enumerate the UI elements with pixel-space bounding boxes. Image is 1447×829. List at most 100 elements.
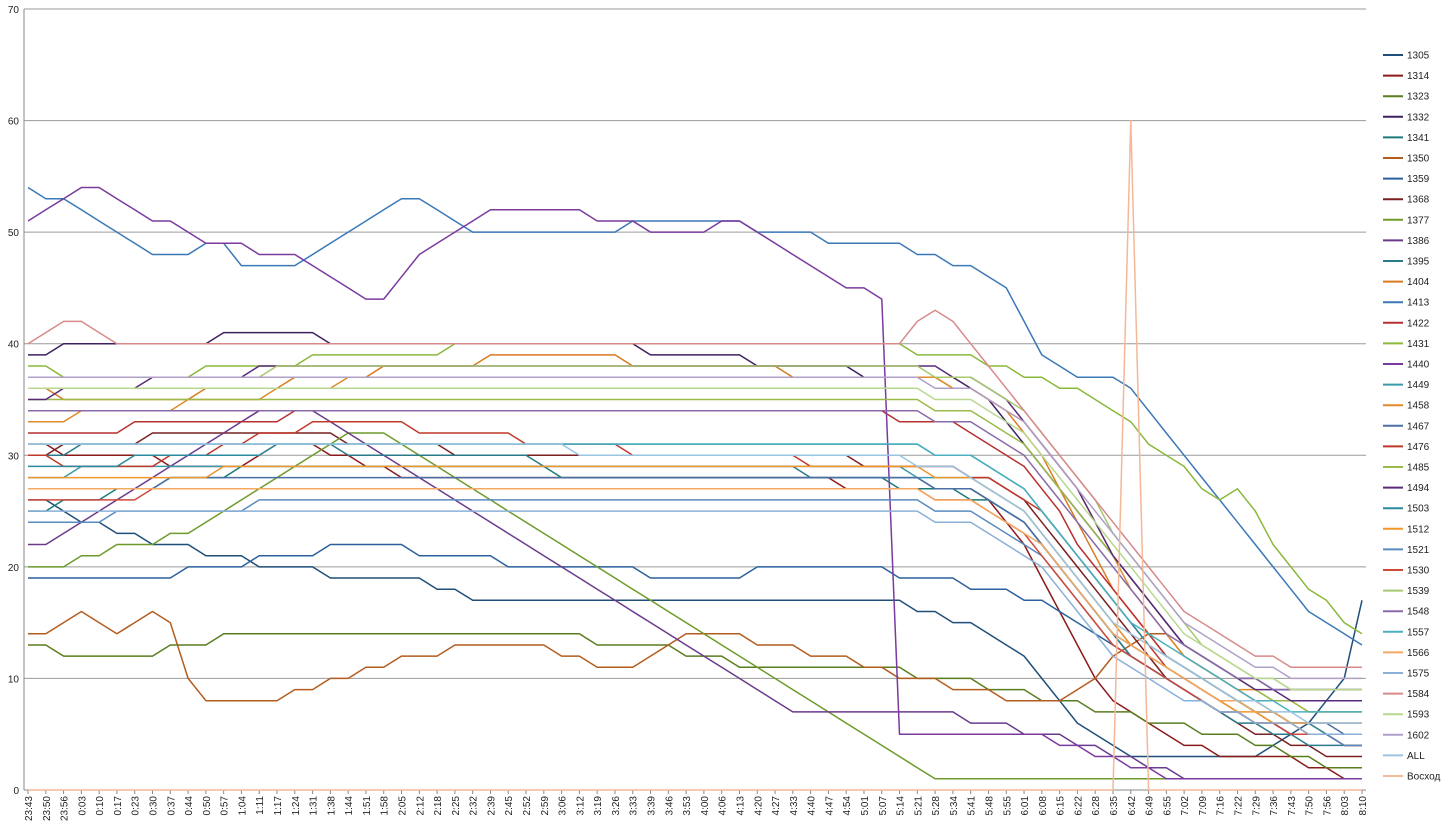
- legend: 1305 1314 1323 1332 1341 1350 1359 1368 1377 1386…: [1383, 51, 1440, 783]
- x-tick-label: 2:45: [504, 796, 515, 816]
- x-tick-label: 6:08: [1038, 796, 1049, 816]
- series-line-1575: [28, 510, 1362, 735]
- x-tick-label: 1:17: [273, 796, 284, 816]
- x-tick-label: 4:13: [735, 796, 746, 816]
- legend-label: 1404: [1407, 277, 1430, 288]
- x-tick-label: 5:48: [984, 796, 995, 816]
- x-tick-label: 0:37: [166, 796, 177, 816]
- legend-label: 1602: [1407, 730, 1430, 741]
- legend-item: 1494: [1383, 483, 1430, 494]
- legend-item: ALL: [1383, 751, 1425, 762]
- legend-item: 1566: [1383, 648, 1430, 659]
- x-tick-label: 1:24: [291, 796, 302, 816]
- series-line-1539: [28, 365, 1362, 691]
- legend-label: 1422: [1407, 318, 1430, 329]
- legend-label: 1413: [1407, 298, 1430, 309]
- y-tick-label: 70: [8, 5, 20, 16]
- series-line-1593: [28, 387, 1362, 691]
- legend-label: 1449: [1407, 380, 1430, 391]
- legend-label: 1440: [1407, 360, 1430, 371]
- x-tick-label: 3:26: [611, 796, 622, 816]
- x-tick-label: 23:43: [24, 796, 35, 821]
- legend-item: Восход: [1383, 772, 1440, 783]
- x-tick-label: 3:53: [682, 796, 693, 816]
- legend-item: 1377: [1383, 215, 1430, 226]
- legend-label: 1467: [1407, 421, 1430, 432]
- legend-label: 1557: [1407, 627, 1430, 638]
- series-line-1548: [28, 409, 1362, 691]
- series-line-1413: [27, 186, 1363, 646]
- x-tick-label: 4:20: [753, 796, 764, 816]
- x-tick-label: 7:50: [1305, 796, 1316, 816]
- series-line-1377: [28, 432, 1362, 780]
- x-tick-label: 4:33: [789, 796, 800, 816]
- x-tick-label: 4:54: [842, 796, 853, 816]
- x-tick-label: 2:25: [451, 796, 462, 816]
- legend-item: 1530: [1383, 566, 1430, 577]
- x-tick-label: 1:51: [362, 796, 373, 816]
- x-tick-label: 3:12: [575, 796, 586, 816]
- y-tick-label: 60: [8, 117, 20, 128]
- axes: 0 10 20 30 40 50 60 70 23:43 23:50 23:56 0:03 0:10 0:…: [8, 5, 1369, 821]
- x-tick-label: 1:44: [344, 796, 355, 816]
- legend-label: ALL: [1407, 751, 1425, 762]
- x-tick-label: 2:12: [415, 796, 426, 816]
- x-tick-label: 7:09: [1198, 796, 1209, 816]
- legend-label: 1476: [1407, 442, 1430, 453]
- legend-item: 1341: [1383, 133, 1430, 144]
- legend-item: 1503: [1383, 504, 1430, 515]
- series-line-ALL: [28, 443, 1362, 724]
- x-tick-label: 6:28: [1091, 796, 1102, 816]
- series-lines: [27, 119, 1363, 791]
- x-tick-label: 1:58: [380, 796, 391, 816]
- legend-label: 1341: [1407, 133, 1430, 144]
- legend-label: 1314: [1407, 71, 1430, 82]
- x-tick-label: 2:52: [522, 796, 533, 816]
- x-tick-label: 8:03: [1340, 796, 1351, 816]
- x-tick-label: 1:31: [309, 796, 320, 816]
- x-tick-label: 5:01: [860, 796, 871, 816]
- x-tick-label: 1:11: [255, 796, 266, 815]
- x-tick-label: 6:15: [1056, 796, 1067, 816]
- legend-label: 1593: [1407, 710, 1430, 721]
- x-tick-label: 6:22: [1073, 796, 1084, 816]
- x-tick-label: 7:29: [1251, 796, 1262, 816]
- legend-label: 1395: [1407, 257, 1430, 268]
- legend-label: 1584: [1407, 689, 1430, 700]
- x-tick-label: 4:06: [718, 796, 729, 816]
- x-tick-label: 4:47: [824, 796, 835, 816]
- x-tick-label: 5:28: [931, 796, 942, 816]
- series-line-1503: [28, 443, 1362, 735]
- legend-item: 1359: [1383, 174, 1430, 185]
- legend-label: 1359: [1407, 174, 1430, 185]
- x-tick-label: 6:01: [1020, 796, 1031, 816]
- y-tick-label: 20: [8, 563, 20, 574]
- legend-item: 1422: [1383, 318, 1430, 329]
- x-tick-label: 0:10: [95, 796, 106, 816]
- legend-label: 1323: [1407, 92, 1430, 103]
- legend-label: 1332: [1407, 112, 1430, 123]
- legend-item: 1431: [1383, 339, 1430, 350]
- x-tick-label: 3:19: [593, 796, 604, 816]
- x-tick-label: 4:00: [700, 796, 711, 816]
- legend-label: 1350: [1407, 154, 1430, 165]
- legend-label: 1548: [1407, 607, 1430, 618]
- series-line-1521: [28, 499, 1362, 747]
- x-tick-label: 0:57: [220, 796, 231, 816]
- legend-item: 1593: [1383, 710, 1430, 721]
- legend-item: 1458: [1383, 401, 1430, 412]
- legend-label: 1305: [1407, 51, 1430, 62]
- x-tick-label: 8:10: [1358, 796, 1369, 816]
- legend-item: 1440: [1383, 360, 1430, 371]
- x-tick-label: 7:56: [1322, 796, 1333, 816]
- legend-item: 1332: [1383, 112, 1430, 123]
- x-tick-label: 5:34: [949, 796, 960, 816]
- x-tick-label: 23:50: [42, 796, 53, 821]
- y-tick-label: 50: [8, 228, 20, 239]
- legend-item: 1512: [1383, 524, 1430, 535]
- x-tick-label: 2:05: [398, 796, 409, 816]
- x-tick-label: 4:40: [807, 796, 818, 816]
- legend-item: 1404: [1383, 277, 1430, 288]
- x-tick-label: 3:39: [647, 796, 658, 816]
